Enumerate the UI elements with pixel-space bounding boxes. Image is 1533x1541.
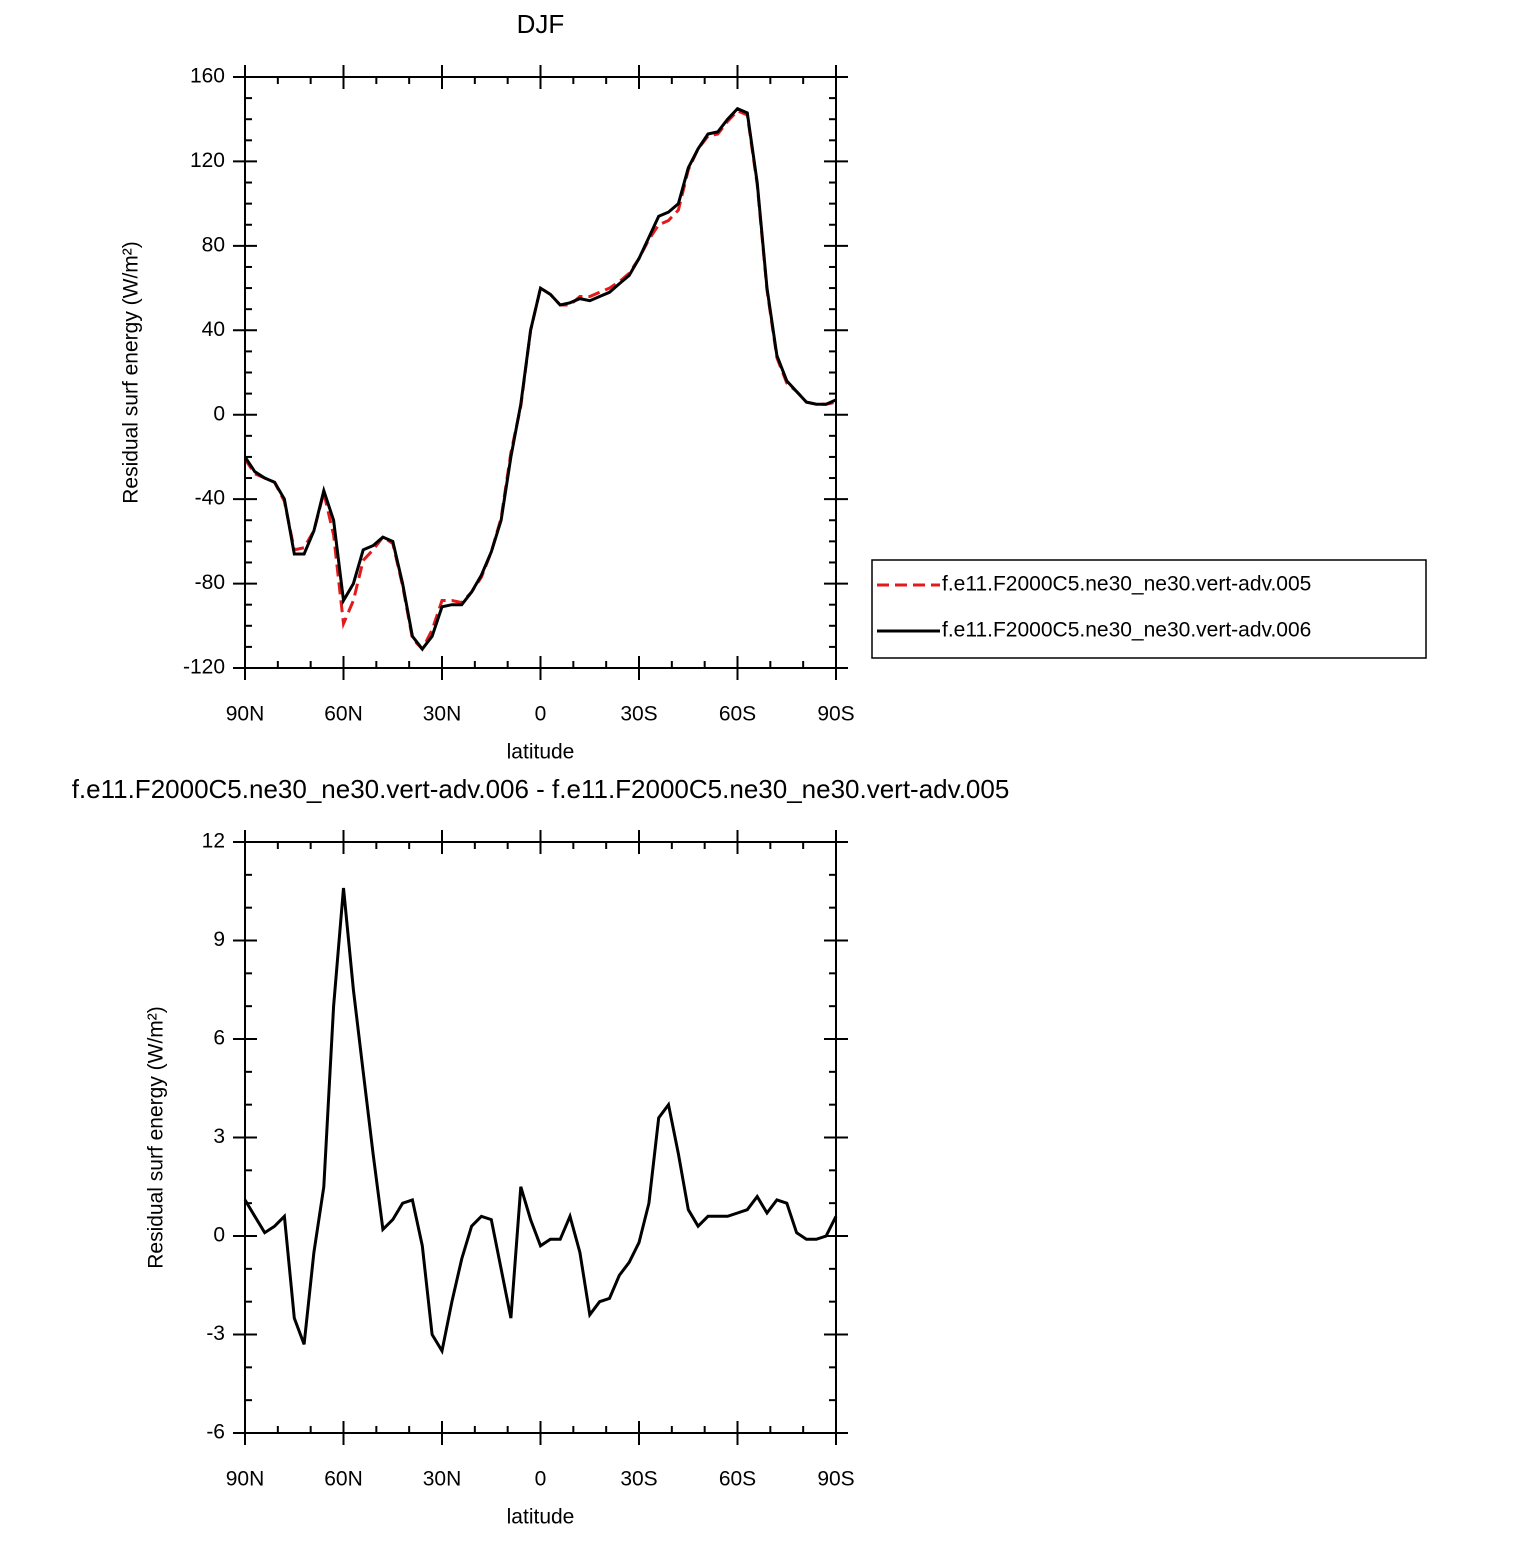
x-tick-label: 60S (719, 703, 756, 726)
x-tick-label: 30N (423, 1468, 462, 1491)
y-tick-label: -6 (206, 1421, 225, 1444)
y-tick-label: 160 (190, 65, 225, 88)
y-tick-label: 120 (190, 149, 225, 172)
y-tick-label: 0 (213, 1224, 225, 1247)
y-tick-label: 80 (202, 233, 225, 256)
x-tick-label: 90N (226, 1468, 265, 1491)
chart-title: f.e11.F2000C5.ne30_ne30.vert-adv.006 - f… (72, 774, 1010, 804)
x-tick-label: 0 (535, 1468, 547, 1491)
legend-label: f.e11.F2000C5.ne30_ne30.vert-adv.006 (942, 619, 1311, 642)
y-tick-label: 12 (202, 830, 225, 853)
x-axis-label: latitude (507, 741, 575, 764)
chart-title: DJF (517, 9, 565, 39)
y-tick-label: -120 (183, 656, 225, 679)
y-tick-label: -3 (206, 1322, 225, 1345)
x-tick-label: 0 (535, 703, 547, 726)
x-tick-label: 90S (817, 1468, 854, 1491)
legend-box (871, 559, 1427, 659)
x-tick-label: 30N (423, 703, 462, 726)
y-axis-label: Residual surf energy (W/m²) (120, 241, 143, 504)
plot-frame (244, 76, 837, 669)
plot-frame (244, 841, 837, 1434)
data-line (243, 887, 838, 1355)
x-tick-label: 60N (324, 1468, 363, 1491)
x-tick-label: 30S (620, 1468, 657, 1491)
y-axis-label: Residual surf energy (W/m²) (145, 1006, 168, 1269)
y-tick-label: 3 (213, 1125, 225, 1148)
x-tick-label: 30S (620, 703, 657, 726)
x-tick-label: 60S (719, 1468, 756, 1491)
x-tick-label: 90N (226, 703, 265, 726)
y-tick-label: 9 (213, 928, 225, 951)
data-line (243, 109, 837, 652)
y-tick-label: 40 (202, 318, 225, 341)
x-axis-label: latitude (507, 1506, 575, 1529)
y-tick-label: -80 (195, 571, 225, 594)
legend-label: f.e11.F2000C5.ne30_ne30.vert-adv.005 (942, 573, 1311, 596)
y-tick-label: 0 (213, 402, 225, 425)
y-tick-label: -40 (195, 487, 225, 510)
x-tick-label: 60N (324, 703, 363, 726)
y-tick-label: 6 (213, 1027, 225, 1050)
data-line (243, 106, 837, 652)
x-tick-label: 90S (817, 703, 854, 726)
